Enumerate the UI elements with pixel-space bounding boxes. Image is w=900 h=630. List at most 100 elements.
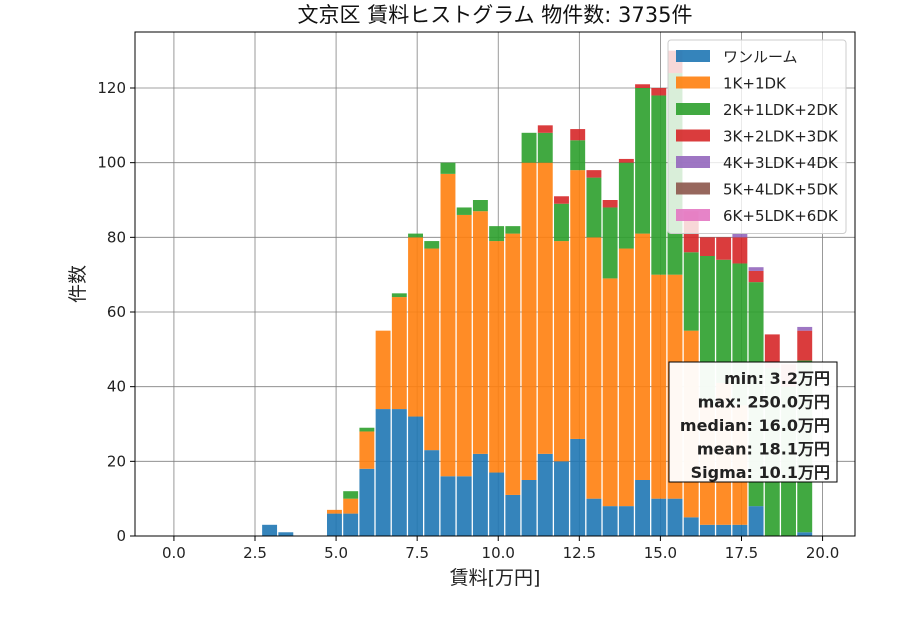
y-tick-label: 60 [107, 303, 126, 321]
bar-segment [424, 241, 440, 249]
bar-segment [456, 476, 472, 536]
y-tick-label: 20 [107, 452, 126, 470]
bar-segment [424, 450, 440, 536]
legend-swatch [676, 50, 710, 62]
bar-segment [359, 427, 375, 432]
bar-segment [489, 226, 505, 242]
bar-segment [618, 248, 634, 507]
legend-swatch [676, 76, 710, 89]
chart-title: 文京区 賃料ヒストグラム 物件数: 3735件 [298, 3, 693, 27]
bar-segment [359, 431, 375, 469]
bar-segment [586, 498, 602, 536]
bar-segment [262, 524, 278, 536]
bar-segment [683, 252, 699, 331]
bar-segment [651, 498, 667, 536]
bar-segment [732, 237, 748, 264]
bar-segment [797, 330, 813, 361]
bar-segment [408, 233, 423, 238]
bar-segment [554, 241, 569, 462]
bar-segment [343, 513, 359, 536]
legend-label: 6K+5LDK+6DK [723, 207, 839, 225]
bar-segment [748, 270, 764, 283]
stats-line: Sigma: 10.1万円 [691, 463, 830, 482]
bar-segment [505, 494, 521, 536]
bar-segment [570, 129, 586, 141]
bar-segment [537, 125, 553, 133]
legend: ワンルーム 1K+1DK 2K+1LDK+2DK 3K+2LDK+3DK 4K+3LDK… [667, 39, 847, 234]
legend-swatch [676, 156, 710, 168]
legend-label: ワンルーム [723, 48, 798, 66]
bar-segment [586, 237, 602, 499]
bar-segment [651, 88, 667, 96]
x-tick-label: 2.5 [243, 544, 267, 562]
bar-segment [586, 170, 602, 178]
bar-segment [343, 491, 359, 499]
bar-segment [278, 532, 294, 536]
bar-segment [797, 326, 813, 331]
bar-segment [489, 241, 505, 473]
bar-segment [602, 506, 618, 536]
bar-segment [472, 453, 488, 536]
x-tick-label: 15.0 [644, 544, 677, 562]
bar-segment [797, 532, 813, 536]
bar-segment [537, 132, 553, 163]
x-tick-label: 0.0 [162, 544, 186, 562]
bar-segment [635, 233, 651, 480]
bar-segment [683, 517, 699, 536]
bar-segment [618, 162, 634, 249]
axes: 0.0 2.5 5.0 7.5 10.0 12.5 15.0 17.5 20.0 0 20 40 60 8… [97, 79, 839, 562]
bar-segment [618, 506, 634, 536]
legend-swatch [676, 209, 710, 221]
legend-box [667, 39, 847, 234]
bar-segment [343, 498, 359, 514]
legend-swatch [676, 103, 710, 115]
x-tick-label: 12.5 [563, 544, 596, 562]
bar-segment [699, 237, 715, 256]
bar-segment [456, 207, 472, 215]
bar-segment [391, 293, 407, 298]
bar-segment [651, 95, 667, 275]
bar-segment [554, 203, 569, 242]
plot-frame [134, 31, 856, 537]
stats-line: max: 250.0万円 [698, 393, 830, 412]
bar-segment [618, 158, 634, 163]
bar-segment [732, 524, 748, 536]
bar-segment [748, 267, 764, 271]
bar-segment [602, 200, 618, 208]
legend-label: 5K+4LDK+5DK [723, 181, 839, 199]
x-tick-label: 5.0 [324, 544, 348, 562]
bar-segment [440, 476, 456, 536]
stats-line: mean: 18.1万円 [697, 440, 830, 459]
x-tick-label: 17.5 [725, 544, 758, 562]
x-tick-label: 7.5 [405, 544, 429, 562]
bar-segment [472, 211, 488, 454]
bar-segment [635, 88, 651, 234]
bar-segment [716, 237, 732, 260]
bar-segment [635, 480, 651, 536]
bar-segment [602, 278, 618, 507]
bar-segment [554, 461, 569, 536]
bar-segment [440, 162, 456, 174]
legend-label: 3K+2LDK+3DK [723, 128, 839, 146]
bar-segment [391, 409, 407, 536]
bar-segment [327, 513, 342, 536]
bar-segment [375, 330, 391, 410]
legend-swatch [676, 129, 710, 142]
bar-segment [570, 140, 586, 171]
bar-segment [732, 233, 748, 238]
bar-segment [521, 480, 537, 536]
bar-segment [521, 162, 537, 480]
bar-segment [651, 274, 667, 499]
stats-frame [668, 361, 838, 483]
bar-segment [570, 438, 586, 536]
bar-segment [505, 233, 521, 495]
bar-segment [489, 472, 505, 536]
bar-segment [391, 297, 407, 410]
legend-label: 1K+1DK [723, 75, 787, 93]
bar-segment [359, 468, 375, 536]
y-tick-label: 80 [107, 228, 126, 246]
bar-segment [424, 248, 440, 451]
bar-segment [472, 200, 488, 212]
bar-segment [716, 524, 732, 536]
bar-segment [699, 524, 715, 536]
